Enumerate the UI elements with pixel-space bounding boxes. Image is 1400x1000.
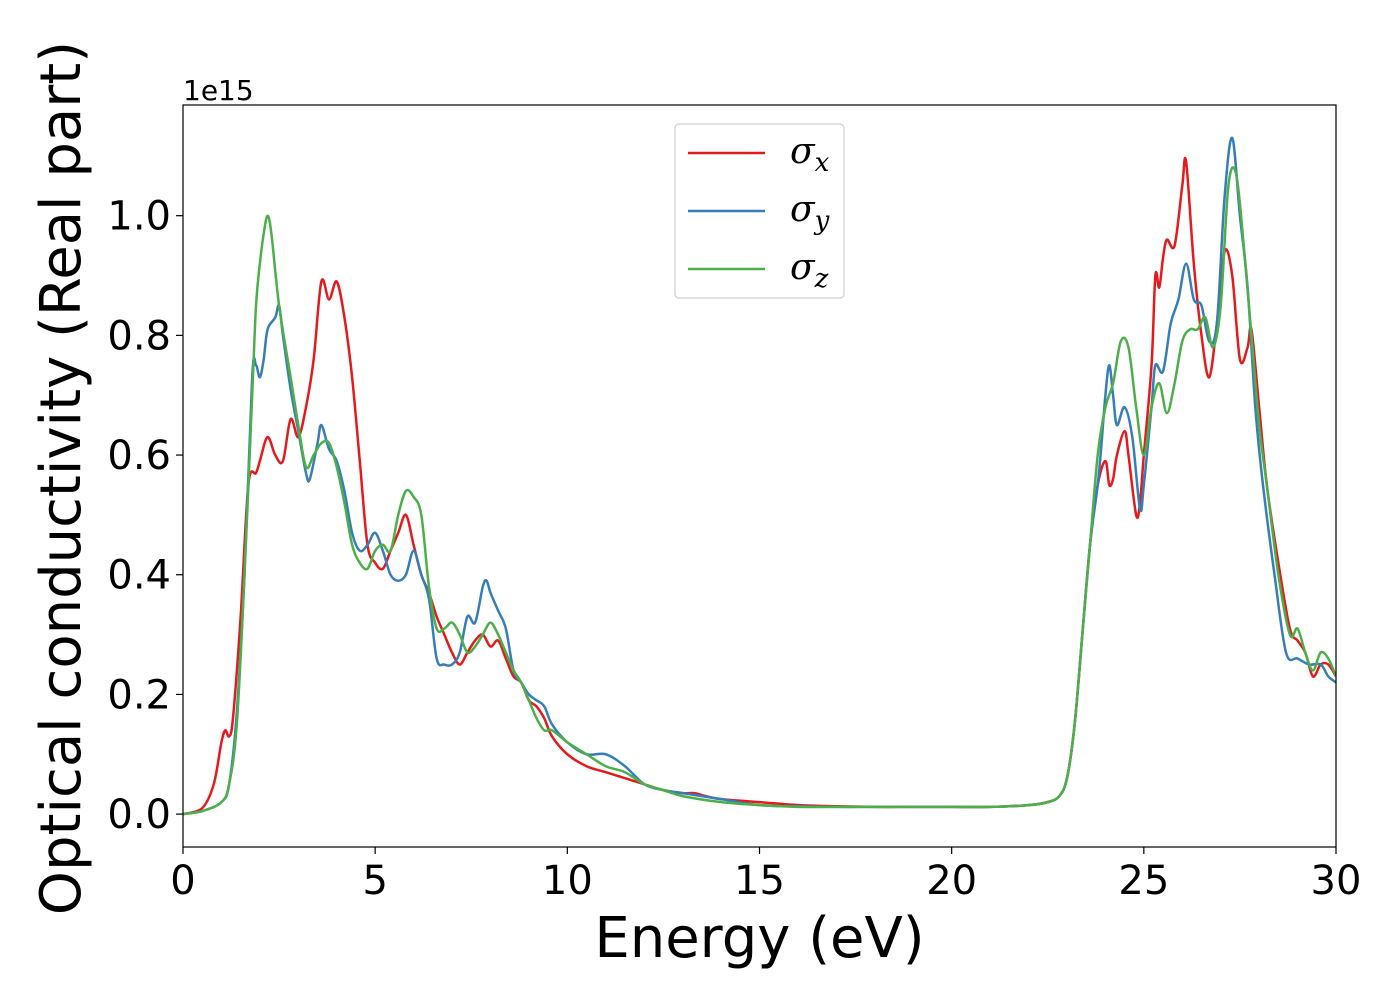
series-line-z (183, 166, 1336, 816)
x-axis-ticks: 0 5 10 15 20 25 30 (170, 847, 1361, 904)
y-tick-label: 0.6 (107, 433, 171, 479)
y-axis-offset-text: 1e15 (183, 74, 254, 107)
y-tick-label: 0.0 (107, 792, 171, 838)
y-tick-label: 0.4 (107, 553, 171, 599)
legend-label-x: σx (790, 131, 830, 178)
legend-label-y: σy (790, 189, 830, 236)
legend-label-z: σz (790, 247, 829, 294)
x-tick-label: 25 (1118, 858, 1169, 904)
y-tick-label: 0.8 (107, 313, 171, 359)
x-tick-label: 30 (1311, 858, 1362, 904)
y-tick-label: 1.0 (107, 194, 171, 240)
x-tick-label: 10 (542, 858, 593, 904)
y-tick-label: 0.2 (107, 672, 171, 718)
x-axis-title: Energy (eV) (594, 906, 924, 971)
y-axis-ticks: 0.0 0.2 0.4 0.6 0.8 1.0 (107, 194, 183, 838)
x-tick-label: 0 (170, 858, 195, 904)
x-tick-label: 20 (926, 858, 977, 904)
series-line-y (183, 136, 1336, 816)
legend: σx σy σz (674, 123, 845, 299)
y-axis-title: Optical conductivity (Real part) (29, 41, 94, 915)
x-tick-label: 15 (734, 858, 785, 904)
x-tick-label: 5 (362, 858, 387, 904)
